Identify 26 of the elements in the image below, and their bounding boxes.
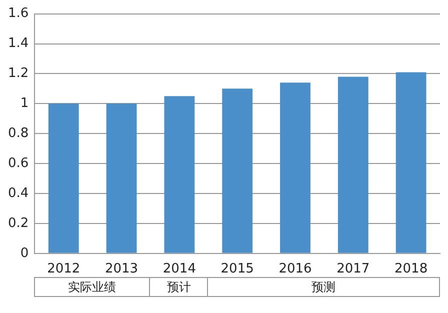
y-tick-label: 1.4 [8,36,29,52]
x-tick-label: 2012 [47,262,80,277]
bar [106,104,137,253]
x-tick-label: 2013 [104,262,138,277]
x-tick-label: 2017 [336,262,370,277]
x-tick-label: 2016 [278,262,312,277]
y-tick-label: 0.2 [8,216,29,231]
x-tick-label: 2014 [162,262,196,277]
bar [396,72,426,253]
bar [280,82,310,253]
text: 预测 [207,277,440,297]
bar [48,104,79,253]
text: 预计 [149,277,208,297]
y-tick-label: 1.6 [8,6,29,22]
x-tick-label: 2015 [220,262,254,277]
bar [222,88,253,253]
x-tick-label: 2018 [394,262,428,277]
y-tick-label: 0.8 [8,126,29,141]
text: 实际业绩 [34,277,150,297]
y-tick-label: 1 [20,96,29,112]
bar [338,76,368,253]
y-tick-label: 0 [20,246,29,261]
y-tick-label: 0.4 [8,186,29,201]
y-tick-label: 1.2 [8,66,29,82]
bar [164,96,195,253]
y-tick-label: 0.6 [8,156,29,171]
